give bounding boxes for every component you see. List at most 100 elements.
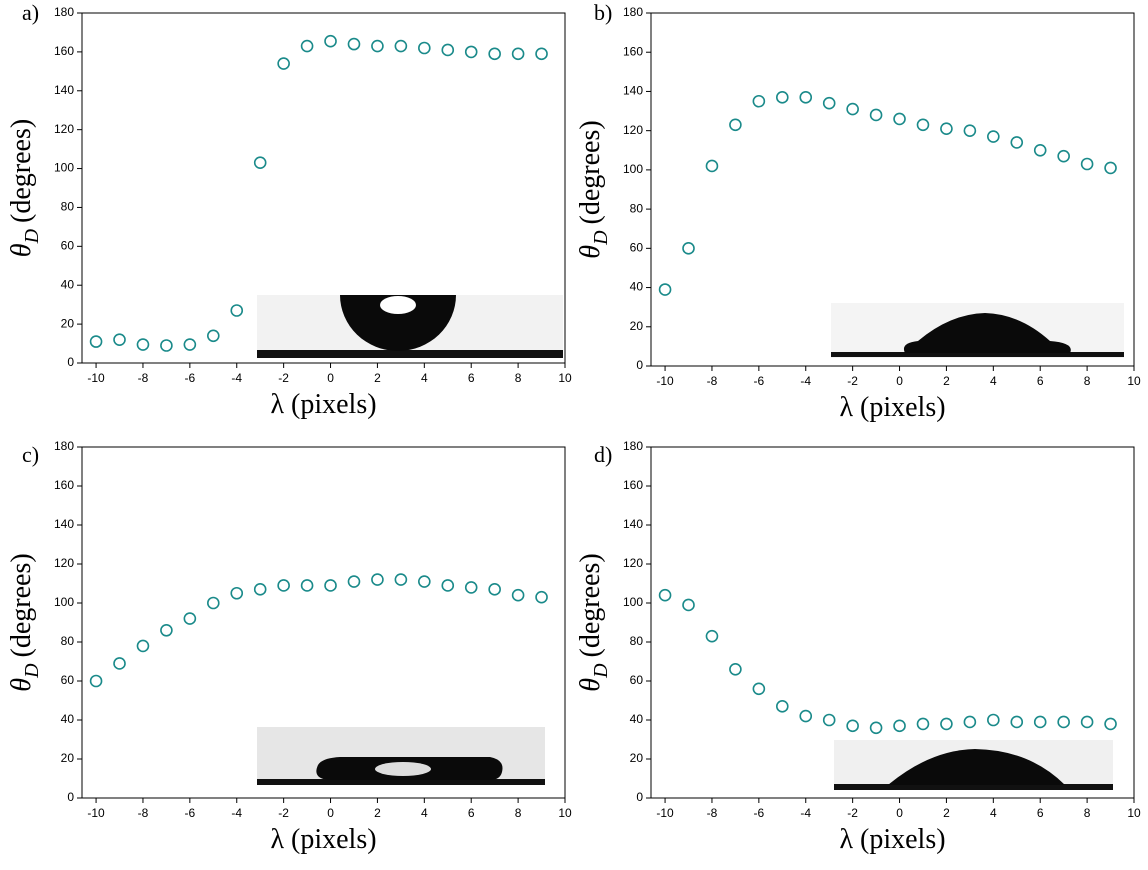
substrate — [831, 352, 1124, 357]
data-point — [371, 39, 384, 53]
data-point — [776, 91, 789, 104]
x-tick-label: 10 — [558, 371, 572, 385]
y-axis-label: θD (degrees) — [575, 553, 612, 691]
data-point — [277, 57, 290, 70]
data-point — [658, 283, 672, 296]
data-point — [464, 45, 478, 59]
x-tick-label: 0 — [896, 806, 903, 820]
data-point — [183, 612, 197, 625]
data-point — [511, 47, 525, 61]
data-point — [682, 242, 695, 255]
y-label-symbol: θ — [575, 245, 606, 259]
data-point — [488, 47, 501, 61]
x-tick-label: -4 — [800, 374, 811, 388]
y-tick-label: 160 — [623, 478, 643, 492]
data-point — [89, 335, 103, 348]
data-point — [869, 108, 883, 122]
panel: 0 20 40 60 80 100 120 140 160 180 -10 -8 -6 -4 -2 0 2 4 6 8… — [575, 439, 1141, 855]
data-point — [371, 573, 384, 586]
data-point — [1033, 715, 1047, 729]
substrate — [257, 350, 563, 358]
data-point — [300, 39, 314, 53]
y-tick-label: 40 — [61, 277, 75, 291]
x-tick-label: -2 — [278, 806, 289, 820]
data-point — [916, 717, 930, 731]
droplet — [888, 749, 1065, 785]
data-point — [1104, 161, 1117, 175]
y-label-subscript: D — [590, 663, 612, 679]
y-tick-label: 80 — [61, 200, 75, 214]
x-tick-label: 2 — [943, 806, 950, 820]
highlight — [380, 296, 416, 314]
data-point — [658, 588, 672, 602]
data-point — [136, 639, 150, 653]
y-tick-label: 120 — [623, 556, 643, 570]
data-point — [441, 579, 455, 592]
data-point — [464, 581, 478, 594]
x-tick-label: -10 — [656, 374, 674, 388]
x-tick-label: -4 — [800, 806, 811, 820]
plot-frame — [81, 446, 566, 799]
y-tick-label: 160 — [623, 44, 643, 58]
data-point — [418, 41, 431, 55]
x-tick-label: -8 — [138, 806, 149, 820]
data-point — [940, 717, 953, 731]
data-point — [846, 719, 859, 733]
x-axis-label: λ (pixels) — [839, 392, 945, 423]
y-tick-label: 20 — [61, 751, 75, 765]
data-point — [1080, 715, 1094, 729]
y-tick-label: 180 — [623, 5, 643, 19]
y-tick-label: 140 — [54, 517, 74, 531]
data-point — [277, 579, 290, 592]
data-point — [1080, 157, 1094, 171]
data-point — [1057, 715, 1070, 729]
data-point — [488, 583, 501, 596]
data-point — [89, 674, 103, 688]
x-tick-label: 8 — [1084, 806, 1091, 820]
x-tick-label: 2 — [374, 371, 381, 385]
data-point — [846, 102, 859, 116]
data-point — [705, 629, 719, 643]
plot-frame — [650, 446, 1135, 799]
y-tick-label: 20 — [61, 316, 75, 330]
y-label-unit: (degrees) — [6, 119, 37, 223]
data-point — [113, 333, 126, 346]
data-point — [347, 575, 361, 588]
x-tick-label: -10 — [87, 806, 105, 820]
y-tick-label: 180 — [54, 5, 74, 19]
data-point — [822, 96, 836, 110]
x-tick-label: -2 — [847, 806, 858, 820]
y-tick-label: 100 — [623, 595, 643, 609]
data-point — [207, 329, 220, 343]
data-point — [347, 37, 361, 51]
y-axis-label: θD (degrees) — [575, 120, 612, 258]
panel: 0 20 40 60 80 100 120 140 160 180 -10 -8 -6 -4 -2 0 2 4 6 8… — [6, 0, 572, 420]
data-point — [1010, 715, 1024, 729]
droplet — [903, 313, 1071, 353]
data-point — [987, 130, 1000, 143]
x-tick-label: -2 — [847, 374, 858, 388]
y-label-symbol: θ — [575, 678, 606, 692]
data-point — [682, 598, 695, 612]
y-tick-label: 160 — [54, 478, 74, 492]
y-tick-label: 180 — [623, 439, 643, 453]
y-tick-label: 60 — [61, 239, 75, 253]
y-tick-label: 60 — [630, 673, 644, 687]
y-tick-label: 40 — [630, 712, 644, 726]
data-point — [1104, 717, 1117, 731]
x-tick-label: 6 — [468, 371, 475, 385]
data-point — [869, 721, 883, 735]
y-tick-label: 0 — [67, 790, 74, 804]
x-tick-label: 4 — [421, 806, 428, 820]
y-axis-label: θD (degrees) — [6, 553, 43, 691]
y-tick-label: 180 — [54, 439, 74, 453]
substrate — [257, 779, 545, 785]
data-point — [207, 596, 220, 610]
x-tick-label: 2 — [943, 374, 950, 388]
y-tick-label: 140 — [623, 84, 643, 98]
substrate — [834, 784, 1113, 790]
x-axis-label: λ (pixels) — [270, 389, 376, 420]
x-tick-label: 6 — [1037, 806, 1044, 820]
x-tick-label: 4 — [990, 374, 997, 388]
x-tick-label: 6 — [1037, 374, 1044, 388]
